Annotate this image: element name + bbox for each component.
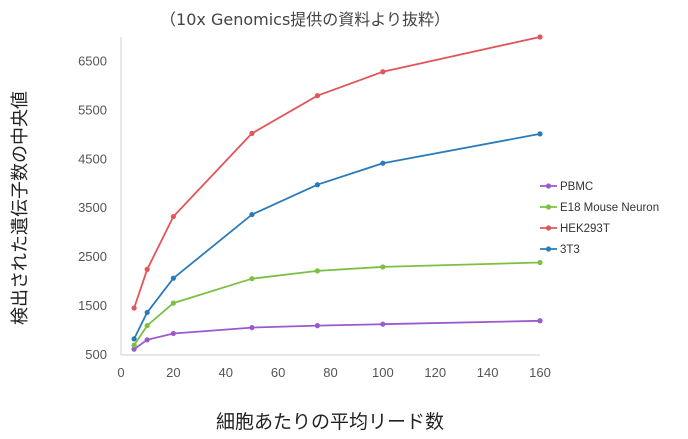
series-group bbox=[131, 34, 543, 352]
x-tick-label: 140 bbox=[477, 365, 499, 380]
x-tick-label: 120 bbox=[424, 365, 446, 380]
y-tick-label: 3500 bbox=[78, 200, 107, 215]
x-axis-label: 細胞あたりの平均リード数 bbox=[216, 411, 444, 433]
data-point bbox=[131, 305, 137, 311]
y-tick-label: 1500 bbox=[78, 298, 107, 313]
data-point bbox=[249, 130, 255, 136]
data-point bbox=[314, 93, 321, 99]
series-line-e18-mouse-neuron bbox=[133, 261, 541, 346]
data-point bbox=[537, 131, 543, 137]
data-point bbox=[314, 323, 321, 329]
data-point bbox=[170, 275, 176, 281]
data-point bbox=[144, 266, 150, 272]
data-point bbox=[380, 69, 386, 75]
x-tick-label: 20 bbox=[166, 365, 180, 380]
legend-label: PBMC bbox=[560, 181, 593, 193]
legend-label: 3T3 bbox=[560, 244, 580, 256]
data-point bbox=[249, 325, 255, 331]
data-point bbox=[537, 34, 543, 40]
data-point bbox=[537, 318, 543, 324]
source-note: （10x Genomics提供の資料より抜粋） bbox=[160, 10, 450, 29]
data-point bbox=[249, 276, 255, 282]
data-point bbox=[144, 323, 150, 329]
legend-label: HEK293T bbox=[560, 223, 610, 235]
legend-marker bbox=[545, 204, 552, 210]
data-point bbox=[170, 300, 176, 306]
data-point bbox=[170, 213, 176, 220]
series-line-hek293t bbox=[133, 36, 541, 309]
x-tick-label: 0 bbox=[117, 365, 124, 380]
y-tick-label: 6500 bbox=[78, 53, 107, 68]
x-tick-label: 100 bbox=[372, 365, 394, 380]
data-point bbox=[380, 160, 386, 166]
y-tick-label: 500 bbox=[85, 347, 107, 362]
x-tick-label: 60 bbox=[271, 365, 285, 380]
data-point bbox=[144, 337, 150, 343]
data-point bbox=[170, 330, 176, 337]
y-axis-label: 検出された遺伝子数の中央値 bbox=[10, 91, 31, 325]
data-point bbox=[380, 321, 386, 327]
data-point bbox=[131, 346, 137, 352]
data-point bbox=[380, 264, 386, 270]
data-point bbox=[131, 342, 137, 348]
legend-marker bbox=[545, 246, 552, 252]
data-point bbox=[537, 259, 543, 266]
series-line-pbmc bbox=[133, 319, 541, 350]
series-line-3t3 bbox=[133, 133, 541, 340]
axes: 0 20 40 60 80 100 120 140 160 500 1500 2500 3500 4500… bbox=[78, 37, 551, 380]
data-point bbox=[314, 268, 321, 274]
data-point bbox=[131, 336, 137, 342]
y-tick-label: 2500 bbox=[78, 249, 107, 264]
legend-marker bbox=[545, 183, 552, 189]
legend-label: E18 Mouse Neuron bbox=[560, 202, 659, 214]
y-tick-label: 5500 bbox=[78, 102, 107, 117]
x-tick-label: 40 bbox=[219, 365, 233, 380]
legend: PBMC E18 Mouse Neuron HEK293T 3T3 bbox=[540, 181, 659, 256]
y-tick-label: 4500 bbox=[78, 151, 107, 166]
legend-marker bbox=[545, 225, 552, 231]
data-point bbox=[144, 309, 150, 316]
x-tick-label: 160 bbox=[529, 365, 551, 380]
data-point bbox=[249, 211, 255, 218]
data-point bbox=[314, 182, 321, 188]
x-tick-label: 80 bbox=[323, 365, 337, 380]
